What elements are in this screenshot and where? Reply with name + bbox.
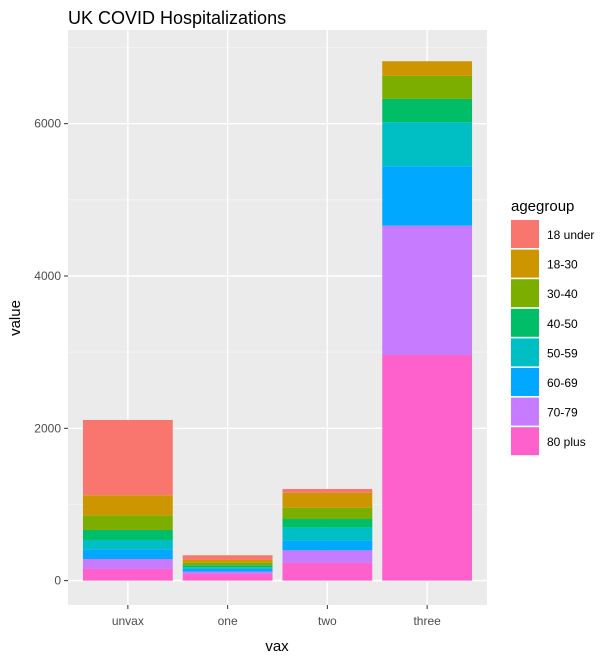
bar-segment bbox=[82, 568, 173, 581]
x-tick-label: three bbox=[413, 614, 441, 628]
legend-label: 40-50 bbox=[547, 317, 578, 331]
legend-key bbox=[511, 220, 539, 248]
bar-segment bbox=[282, 492, 373, 508]
x-axis: unvax one two three bbox=[112, 605, 441, 628]
x-tick-label: unvax bbox=[112, 614, 144, 628]
x-tick-label: one bbox=[218, 614, 238, 628]
bar-segment bbox=[182, 567, 273, 569]
bar-segment bbox=[82, 529, 173, 540]
legend-title: agegroup bbox=[511, 198, 574, 215]
bar-segment bbox=[182, 565, 273, 568]
bar-segment bbox=[282, 540, 373, 551]
y-tick-label: 6000 bbox=[34, 117, 61, 131]
bar-segment bbox=[282, 562, 373, 581]
bar-segment bbox=[182, 573, 273, 581]
bar-segment bbox=[282, 507, 373, 520]
bar-segment bbox=[382, 98, 473, 123]
x-axis-label: vax bbox=[265, 638, 289, 655]
bar-segment bbox=[82, 515, 173, 530]
legend-label: 18 under bbox=[547, 228, 594, 242]
legend-key bbox=[511, 427, 539, 456]
bars bbox=[82, 61, 473, 581]
legend-key bbox=[511, 397, 539, 426]
bar-segment bbox=[82, 419, 173, 496]
legend-label: 60-69 bbox=[547, 376, 578, 390]
bar-segment bbox=[82, 549, 173, 559]
legend-key bbox=[511, 279, 539, 308]
legend-key bbox=[511, 338, 539, 367]
bar-segment bbox=[182, 568, 273, 572]
bar-segment bbox=[282, 527, 373, 541]
bar-segment bbox=[382, 61, 473, 76]
legend-key bbox=[511, 368, 539, 396]
y-axis-label: value bbox=[7, 300, 24, 336]
bar-segment bbox=[282, 550, 373, 563]
y-axis: 0 2000 4000 6000 bbox=[34, 117, 68, 588]
bar-segment bbox=[382, 225, 473, 355]
bar-segment bbox=[182, 555, 273, 560]
legend-key bbox=[511, 308, 539, 337]
bar-segment bbox=[282, 489, 373, 493]
bar-segment bbox=[282, 519, 373, 528]
y-tick-label: 0 bbox=[54, 574, 61, 588]
y-tick-label: 4000 bbox=[34, 269, 61, 283]
bar-segment bbox=[182, 559, 273, 563]
legend: agegroup 18 under 18-30 30-40 40-50 50-59 60-… bbox=[511, 198, 594, 456]
bar-segment bbox=[382, 166, 473, 226]
legend-label: 50-59 bbox=[547, 346, 578, 360]
y-tick-label: 2000 bbox=[34, 421, 61, 435]
bar-segment bbox=[182, 562, 273, 566]
chart-title: UK COVID Hospitalizations bbox=[68, 8, 286, 28]
bar-segment bbox=[82, 559, 173, 569]
bar-segment bbox=[82, 539, 173, 550]
bar-segment bbox=[182, 571, 273, 574]
legend-label: 18-30 bbox=[547, 258, 578, 272]
bar-segment bbox=[382, 354, 473, 581]
x-tick-label: two bbox=[318, 614, 337, 628]
legend-label: 30-40 bbox=[547, 287, 578, 301]
bar-segment bbox=[382, 122, 473, 167]
bar-segment bbox=[82, 495, 173, 516]
legend-key bbox=[511, 249, 539, 278]
bar-segment bbox=[382, 75, 473, 99]
legend-label: 80 plus bbox=[547, 435, 586, 449]
legend-label: 70-79 bbox=[547, 406, 578, 420]
